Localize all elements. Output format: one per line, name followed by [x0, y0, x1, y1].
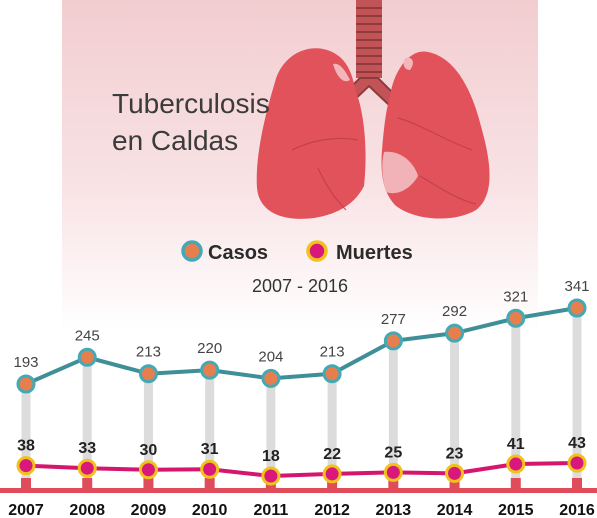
legend-label-casos: Casos: [208, 242, 268, 264]
casos-value-label: 245: [75, 327, 100, 344]
legend-marker-casos: [181, 240, 203, 262]
casos-value-label: 321: [503, 288, 528, 305]
x-tick-label: 2015: [498, 502, 534, 518]
x-tick-label: 2010: [192, 502, 228, 518]
muertes-value-label: 25: [384, 444, 402, 461]
x-tick-label: 2016: [559, 502, 595, 518]
casos-value-label: 213: [136, 344, 161, 361]
casos-point: [322, 364, 342, 384]
baseline-strip: [0, 488, 597, 493]
value-stems: [21, 308, 582, 488]
muertes-line: [25, 461, 578, 478]
baseline-tick: [449, 478, 460, 490]
legend-marker-muertes: [306, 240, 328, 262]
casos-value-label: 213: [320, 344, 345, 361]
casos-point: [383, 331, 403, 351]
trachea: [340, 0, 398, 106]
muertes-point: [261, 466, 281, 486]
chart-title: Tuberculosis en Caldas: [112, 88, 270, 156]
muertes-point: [16, 456, 36, 476]
muertes-point: [200, 459, 220, 479]
x-tick-label: 2011: [254, 502, 289, 518]
muertes-value-label: 33: [78, 440, 96, 457]
baseline-tick: [82, 478, 93, 490]
baseline-tick: [327, 478, 338, 490]
series-muertes: 38 33 30 31 18 22 25 23 41 43: [16, 435, 587, 486]
casos-point: [261, 368, 281, 388]
casos-point: [77, 347, 97, 367]
title-line-2: en Caldas: [112, 125, 238, 156]
baseline-tick: [388, 478, 399, 490]
title-line-1: Tuberculosis: [112, 88, 270, 119]
casos-point: [138, 364, 158, 384]
x-axis-labels: 2007 2008 2009 2010 2011 2012 2013 2014 2015 2016: [8, 502, 595, 518]
muertes-point: [383, 462, 403, 482]
muertes-value-label: 30: [140, 442, 158, 459]
muertes-value-label: 31: [201, 441, 219, 458]
x-tick-label: 2007: [8, 502, 44, 518]
casos-value-label: 193: [13, 354, 38, 371]
series-casos: 193 245 213 220 204 213 277 292 321 341: [13, 278, 590, 394]
muertes-value-label: 23: [446, 445, 464, 462]
casos-point: [567, 298, 587, 318]
casos-value-label: 220: [197, 340, 222, 357]
baseline-tick: [572, 478, 582, 490]
muertes-point: [506, 454, 526, 474]
x-tick-label: 2009: [131, 502, 167, 518]
baseline-tick: [21, 478, 31, 490]
muertes-value-label: 43: [568, 435, 586, 452]
casos-value-label: 341: [564, 278, 589, 295]
casos-point: [16, 374, 36, 394]
baseline-tick: [143, 478, 154, 490]
casos-point: [200, 360, 220, 380]
muertes-point: [445, 463, 465, 483]
casos-value-label: 292: [442, 303, 467, 320]
muertes-value-label: 18: [262, 448, 280, 465]
casos-value-label: 277: [381, 311, 406, 328]
baseline-tick: [204, 478, 215, 490]
muertes-point: [77, 458, 97, 478]
casos-point: [445, 323, 465, 343]
casos-point: [506, 308, 526, 328]
legend-label-muertes: Muertes: [336, 242, 413, 264]
x-tick-label: 2012: [314, 502, 350, 518]
legend: Casos Muertes: [181, 240, 413, 264]
muertes-value-label: 41: [507, 436, 525, 453]
muertes-point: [138, 460, 158, 480]
muertes-value-label: 22: [323, 446, 341, 463]
chart-subtitle: 2007 - 2016: [252, 276, 348, 296]
baseline-bar: [0, 478, 597, 493]
baseline-tick: [510, 478, 521, 490]
x-tick-label: 2013: [376, 502, 412, 518]
muertes-point: [322, 464, 342, 484]
x-tick-label: 2008: [69, 502, 105, 518]
casos-line: [25, 306, 578, 386]
muertes-point: [567, 453, 587, 473]
lungs-illustration: [256, 0, 490, 219]
casos-value-label: 204: [258, 348, 283, 365]
x-tick-label: 2014: [437, 502, 473, 518]
left-lung: [256, 48, 366, 219]
muertes-value-label: 38: [17, 438, 35, 455]
